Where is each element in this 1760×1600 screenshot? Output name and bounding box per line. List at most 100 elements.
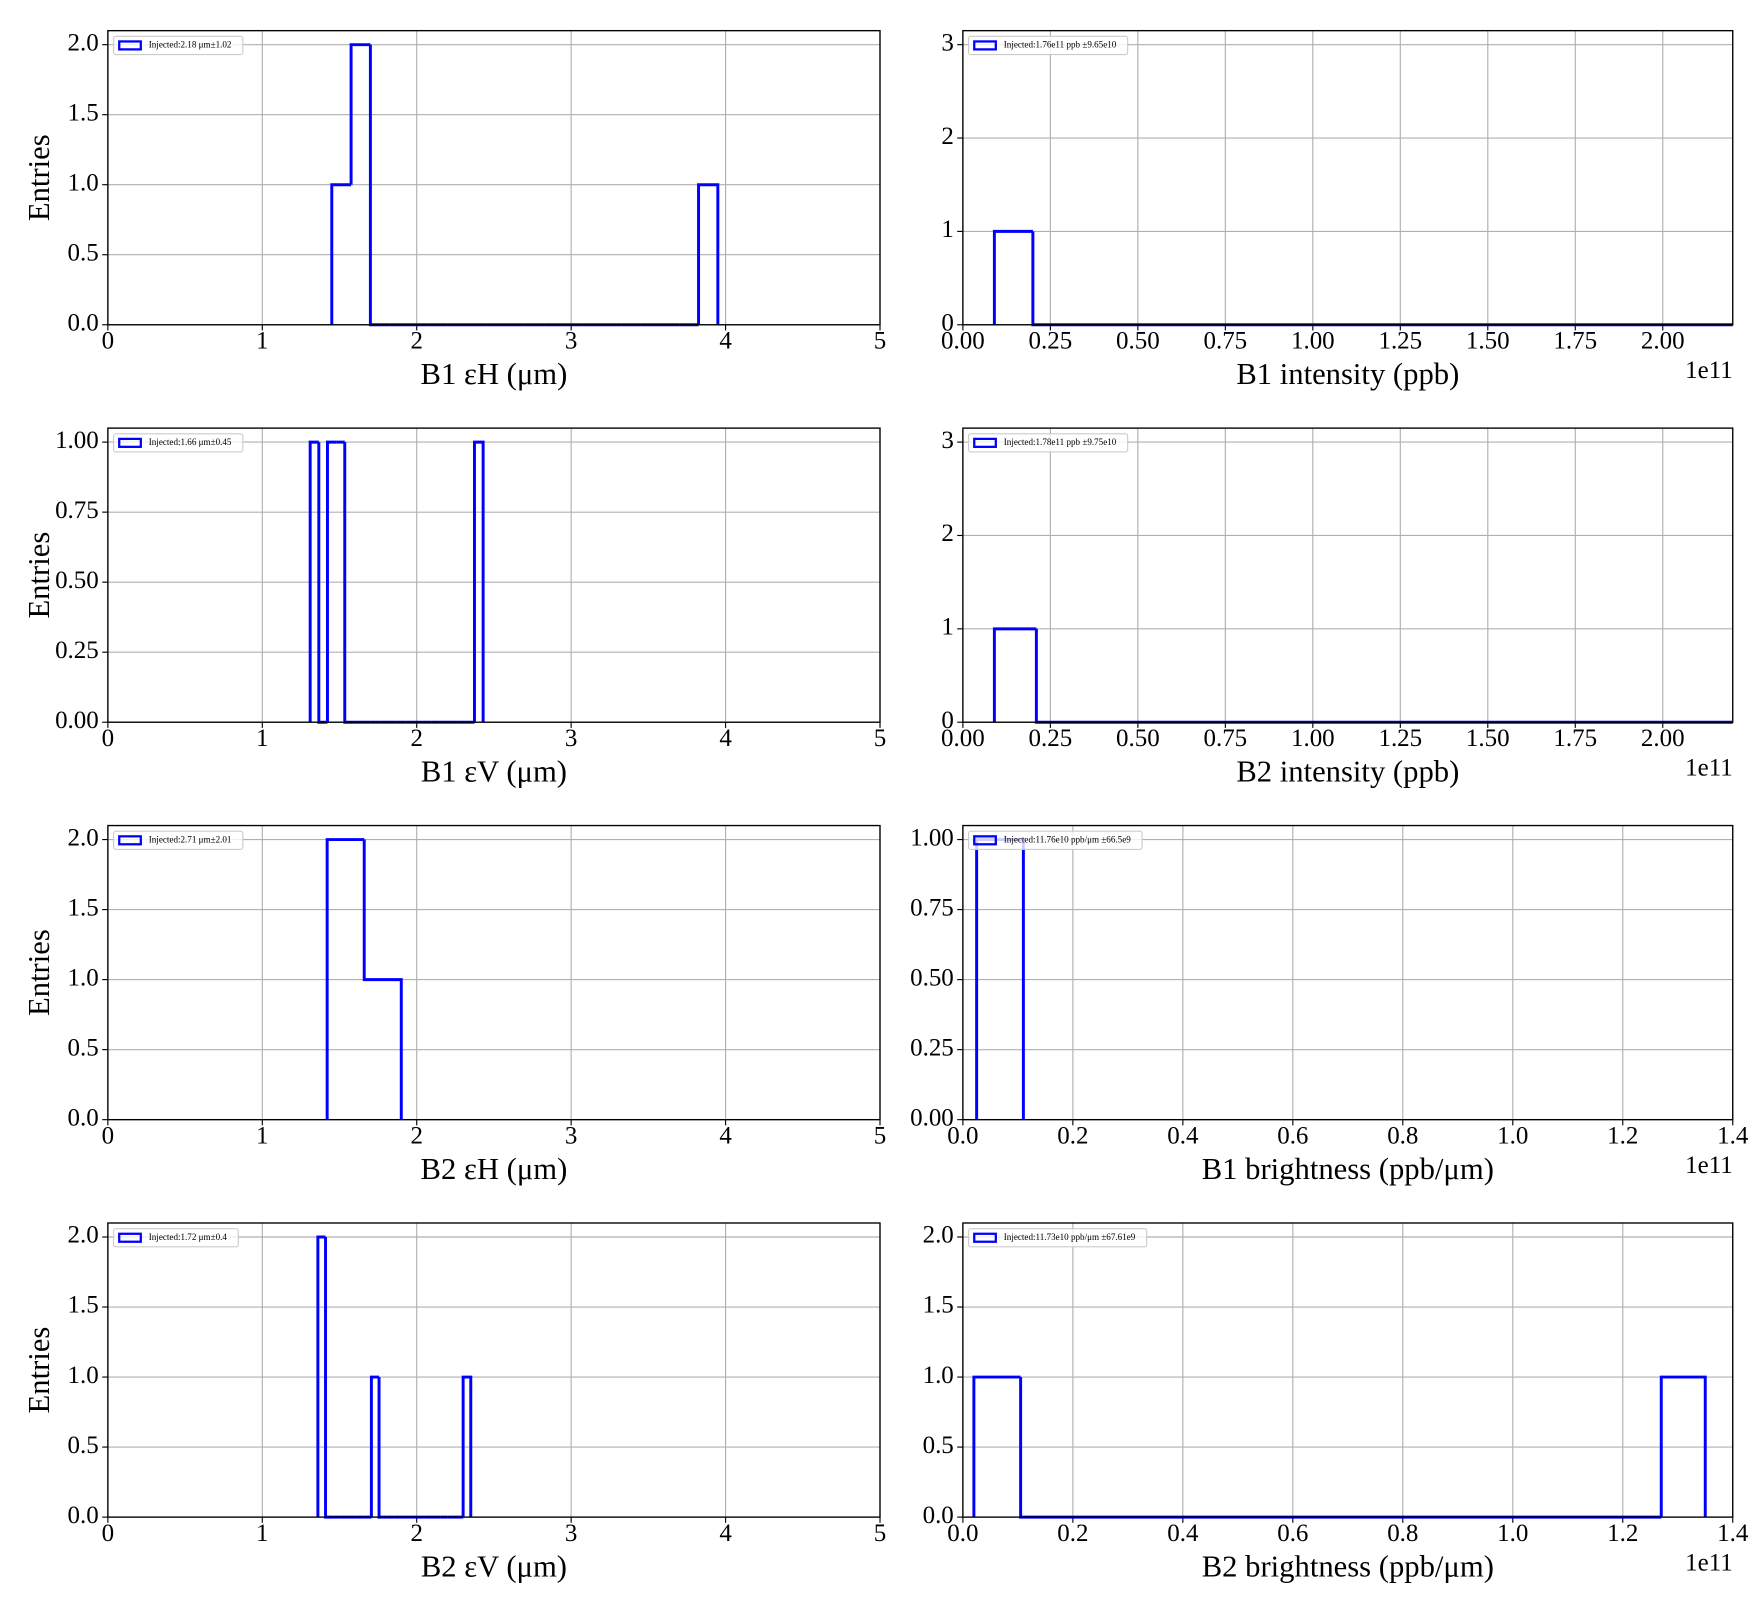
- x-tick-label: 0.6: [1277, 1520, 1308, 1547]
- legend-label: Injected:1.76e11 ppb ±9.65e10: [1004, 40, 1117, 50]
- x-tick-label: 3: [565, 1520, 577, 1547]
- y-tick-label: 0.25: [55, 637, 99, 664]
- y-tick-label: 2.0: [68, 1222, 99, 1249]
- x-tick-label: 1: [256, 328, 268, 355]
- histogram-bin: [362, 839, 403, 1120]
- histogram-bin: [1659, 1375, 1707, 1518]
- x-tick-label: 3: [565, 725, 577, 752]
- legend-box: [968, 433, 1129, 453]
- histogram-bin: [992, 229, 1033, 325]
- subplot: 0 1 2 3 4 5 0.0 0.5 1.0 1.5 2.0 B1 εH (μm) Entries In…: [22, 29, 886, 391]
- y-tick-label: 0.5: [923, 1432, 954, 1459]
- x-axis-label: B1 εH (μm): [421, 357, 568, 391]
- x-tick-label: 1.00: [1291, 725, 1335, 752]
- axes-frame: [107, 1222, 881, 1518]
- x-tick-label: 5: [874, 725, 886, 752]
- x-axis-label: B1 brightness (ppb/μm): [1202, 1152, 1494, 1186]
- histogram-bin: [369, 1375, 380, 1518]
- x-tick-label: 2.00: [1641, 328, 1685, 355]
- subplot: 0 1 2 3 4 5 0.00 0.25 0.50 0.75 1.00 B1 εV (μm) Entr…: [22, 427, 886, 789]
- legend: Injected:2.71 μm±2.01: [112, 830, 244, 850]
- x-tick-label: 2.00: [1641, 725, 1685, 752]
- y-tick-label: 2: [941, 520, 953, 547]
- y-tick-label: 1: [941, 614, 953, 641]
- y-tick-label: 0.75: [55, 497, 99, 524]
- histogram-bin: [697, 183, 720, 325]
- legend-box: [112, 830, 244, 850]
- y-tick-label: 0.5: [68, 1432, 99, 1459]
- legend: Injected:1.78e11 ppb ±9.75e10: [968, 433, 1129, 453]
- x-tick-label: 1: [256, 725, 268, 752]
- legend: Injected:2.18 μm±1.02: [112, 35, 244, 56]
- offset-text: 1e11: [1685, 1550, 1733, 1577]
- legend: Injected:1.76e11 ppb ±9.65e10: [968, 35, 1129, 56]
- offset-text: 1e11: [1685, 755, 1733, 782]
- legend-swatch: [118, 40, 142, 51]
- subplot: 0 1 2 3 4 5 0.0 0.5 1.0 1.5 2.0 B2 εH (μm) Entries In…: [22, 824, 886, 1186]
- x-tick-label: 1.2: [1607, 1520, 1638, 1547]
- legend-swatch: [973, 40, 997, 51]
- x-tick-label: 0.50: [1116, 328, 1160, 355]
- legend-box: [968, 1228, 1148, 1248]
- y-tick-label: 0.00: [55, 707, 99, 734]
- x-axis-label: B2 εV (μm): [421, 1549, 567, 1583]
- y-tick-label: 1.0: [68, 169, 99, 196]
- legend-box: [968, 35, 1129, 56]
- x-tick-label: 1.4: [1717, 1520, 1749, 1547]
- legend-label: Injected:1.66 μm±0.45: [149, 437, 232, 447]
- subplot: 0.00 0.25 0.50 0.75 1.00 1.25 1.50 1.75 2.00 0 1 2 3…: [941, 29, 1734, 391]
- x-tick-label: 1.75: [1553, 328, 1597, 355]
- x-tick-label: 2: [410, 328, 422, 355]
- legend-box: [112, 1228, 239, 1248]
- axes-frame: [962, 1222, 1734, 1518]
- y-axis-label: Entries: [22, 1327, 56, 1414]
- y-tick-label: 2.0: [68, 29, 99, 56]
- axes-frame: [107, 824, 881, 1121]
- histogram-bin: [308, 440, 319, 723]
- subplot: 0.0 0.2 0.4 0.6 0.8 1.0 1.2 1.4 0.00 0.25 0.50 0.75…: [910, 824, 1749, 1186]
- x-tick-label: 0.8: [1387, 1123, 1418, 1150]
- x-tick-label: 0.6: [1277, 1123, 1308, 1150]
- x-tick-label: 0.4: [1167, 1123, 1199, 1150]
- axes-frame: [962, 29, 1734, 326]
- subplot: 0.0 0.2 0.4 0.6 0.8 1.0 1.2 1.4 0.0 0.5 1.0 1.5 2.0 B…: [923, 1222, 1749, 1584]
- y-tick-label: 0.0: [68, 1104, 99, 1131]
- offset-text: 1e11: [1685, 1152, 1733, 1179]
- legend-label: Injected:1.72 μm±0.4: [149, 1232, 228, 1242]
- y-tick-label: 2.0: [68, 824, 99, 851]
- legend-swatch: [973, 835, 997, 846]
- legend-box: [112, 433, 244, 453]
- subplot: 0 1 2 3 4 5 0.0 0.5 1.0 1.5 2.0 B2 εV (μm) Entries In…: [22, 1222, 886, 1584]
- x-tick-label: 1.75: [1553, 725, 1597, 752]
- x-tick-label: 0: [102, 328, 114, 355]
- x-tick-label: 0.8: [1387, 1520, 1418, 1547]
- y-tick-label: 1.0: [68, 964, 99, 991]
- y-tick-label: 0.5: [68, 239, 99, 266]
- x-tick-label: 1.50: [1466, 725, 1510, 752]
- legend-swatch: [973, 437, 997, 448]
- y-tick-label: 0.50: [910, 964, 954, 991]
- x-tick-label: 0.75: [1203, 328, 1247, 355]
- legend-label: Injected:11.73e10 ppb/μm ±67.61e9: [1004, 1232, 1136, 1242]
- x-tick-label: 0.50: [1116, 725, 1160, 752]
- x-tick-label: 0.00: [941, 328, 985, 355]
- x-tick-label: 2: [410, 725, 422, 752]
- legend-swatch: [973, 1232, 997, 1243]
- x-tick-label: 4: [719, 1123, 732, 1150]
- x-tick-label: 0: [102, 1520, 114, 1547]
- x-tick-label: 5: [874, 1123, 886, 1150]
- y-tick-label: 0.5: [68, 1034, 99, 1061]
- x-tick-label: 0.0: [947, 1123, 978, 1150]
- axes-frame: [962, 427, 1734, 723]
- x-axis-label: B1 εV (μm): [421, 754, 567, 788]
- histogram-bin: [972, 1375, 1021, 1518]
- legend-swatch: [118, 1232, 142, 1243]
- x-axis-label: B2 brightness (ppb/μm): [1202, 1549, 1494, 1583]
- legend-swatch: [118, 437, 142, 448]
- x-tick-label: 1.2: [1607, 1123, 1638, 1150]
- legend-box: [112, 35, 244, 56]
- x-tick-label: 0: [102, 1123, 114, 1150]
- histogram-bin: [1034, 628, 1733, 724]
- y-tick-label: 1: [941, 216, 953, 243]
